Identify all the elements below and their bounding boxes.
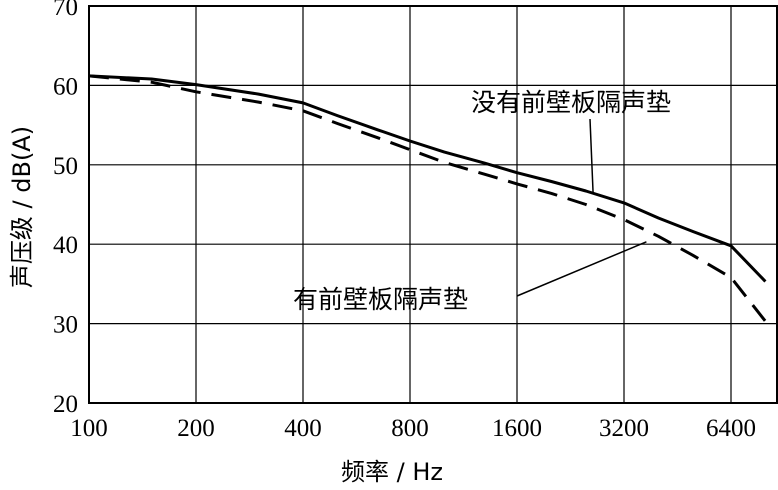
series-line-without-pad	[88, 74, 767, 283]
annotation-leader-lines	[516, 118, 647, 297]
annotation-label: 有前壁板隔声垫	[293, 285, 468, 314]
annotation-leader-line	[516, 241, 647, 297]
x-tick-label: 800	[391, 415, 429, 442]
x-tick-label: 200	[177, 415, 215, 442]
x-axis-title: 频率 / Hz	[341, 458, 443, 486]
x-axis-ticks: 100 200 400 800 1600 3200 6400	[70, 415, 756, 442]
x-tick-label: 100	[70, 415, 108, 442]
y-axis-title: 声压级 / dB(A)	[8, 126, 36, 288]
series-line-with-pad	[88, 74, 767, 323]
y-tick-label: 60	[53, 73, 78, 100]
annotation-label: 没有前壁板隔声垫	[471, 88, 671, 117]
x-tick-label: 3200	[599, 415, 649, 442]
y-tick-label: 20	[53, 391, 78, 418]
y-tick-label: 30	[53, 312, 78, 339]
annotation-leader-line	[589, 118, 594, 194]
y-tick-label: 40	[53, 232, 78, 259]
x-tick-label: 1600	[492, 415, 542, 442]
y-axis-ticks: 20 30 40 50 60 70	[53, 0, 78, 418]
x-tick-label: 6400	[706, 415, 756, 442]
x-tick-label: 400	[284, 415, 322, 442]
series-lines	[88, 74, 767, 323]
y-tick-label: 50	[53, 153, 78, 180]
plot-area	[88, 5, 778, 404]
y-tick-label: 70	[53, 0, 78, 21]
grid	[89, 6, 777, 403]
